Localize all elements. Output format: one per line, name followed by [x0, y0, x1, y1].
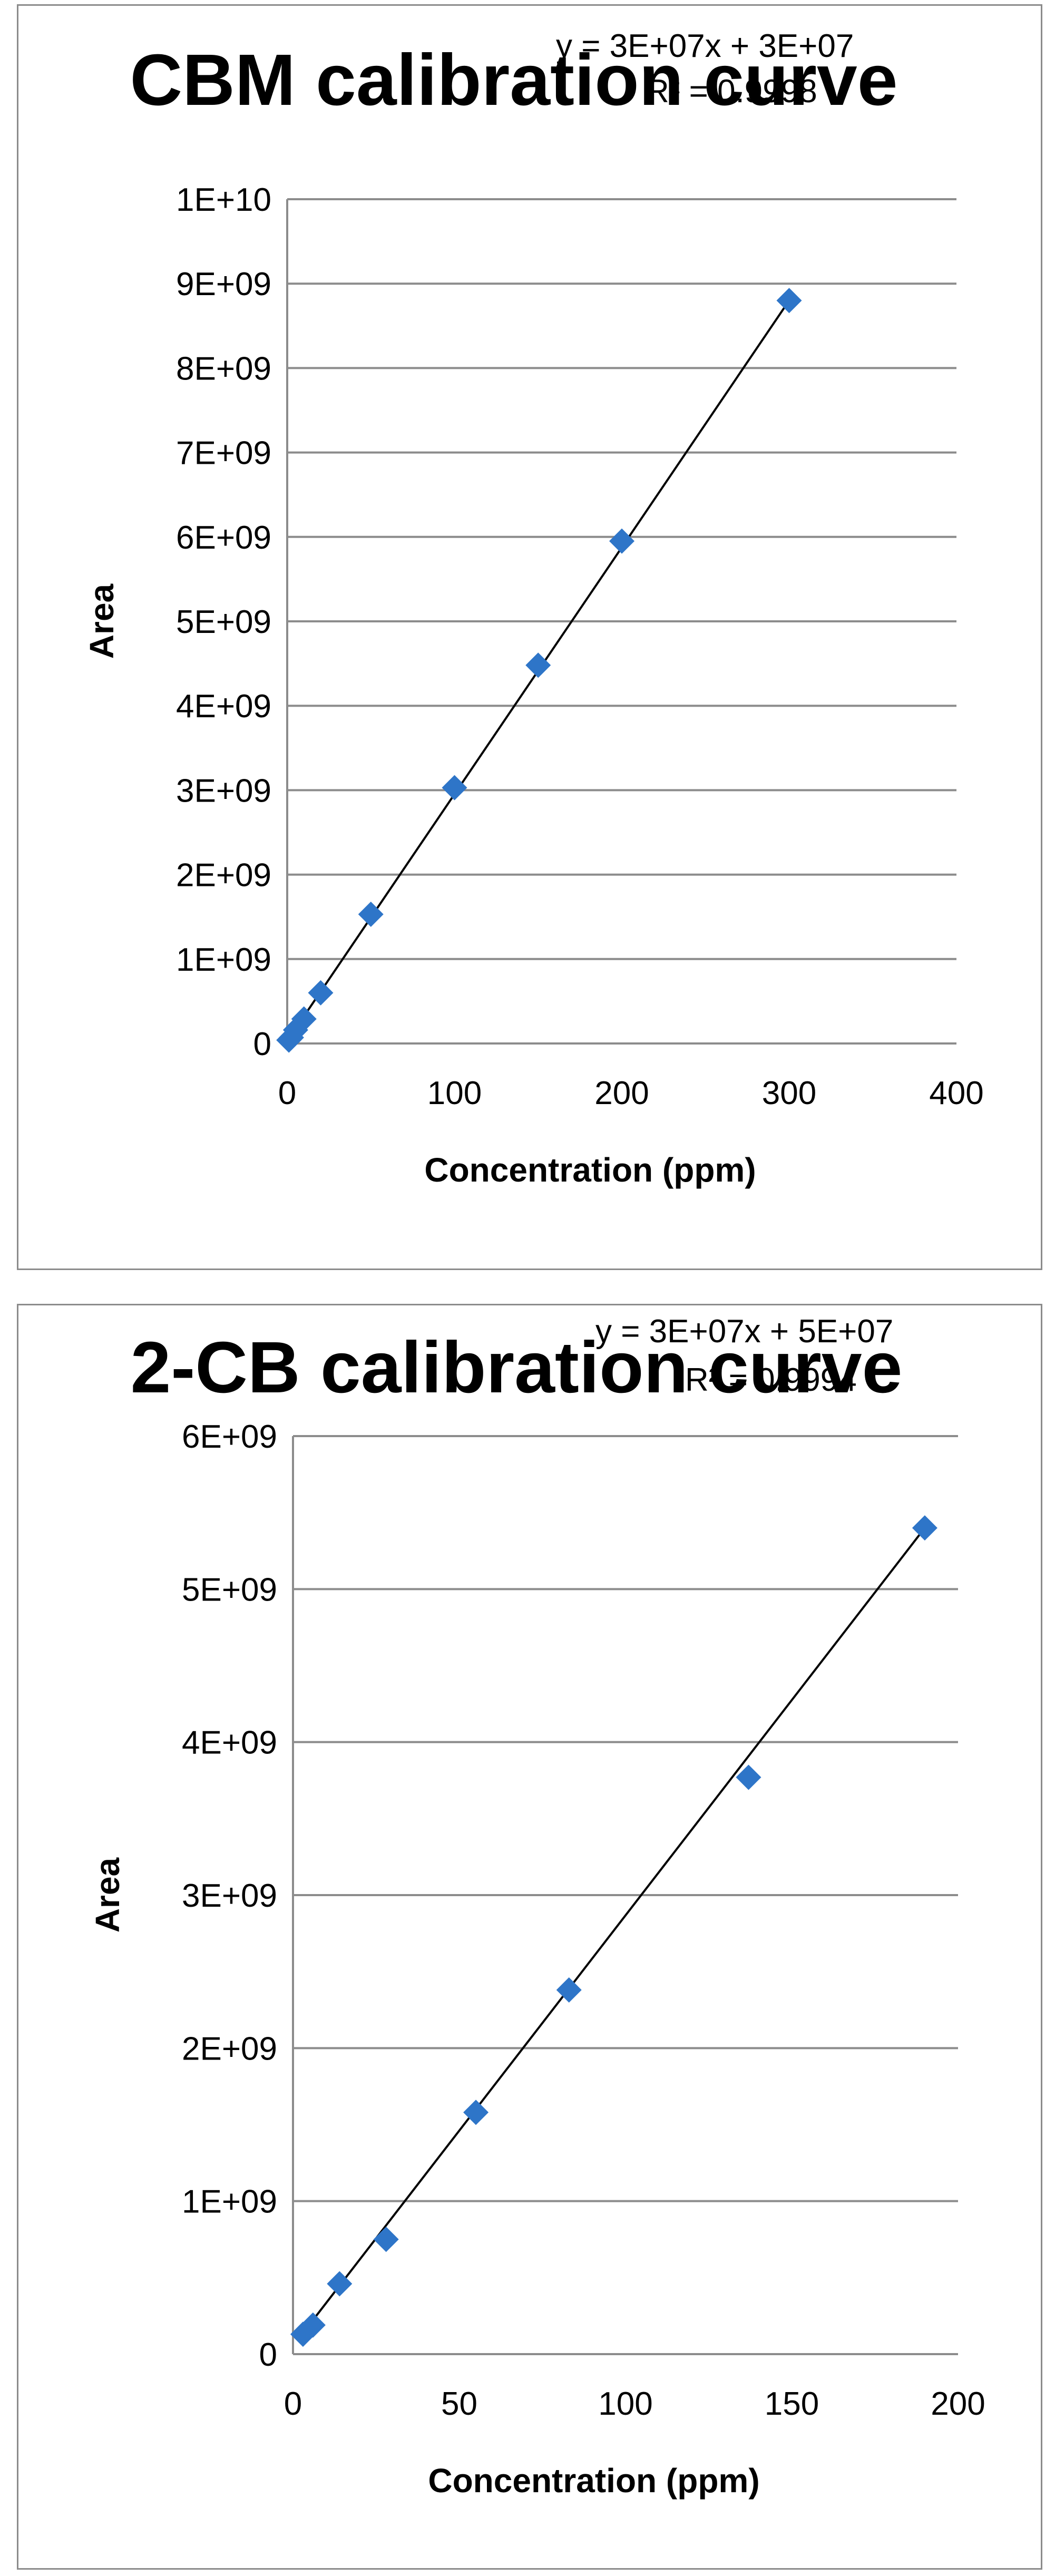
cbm-chart-title: CBM calibration curve — [130, 40, 897, 121]
cb2-y-tick-label: 3E+09 — [182, 1878, 277, 1914]
cb2-chart-title: 2-CB calibration curve — [131, 1327, 903, 1408]
2cb-chart-frame: 0 1E+09 2E+09 3E+09 4E+09 5E+09 6E+09 0 50 100 150… — [17, 1304, 1042, 2570]
cbm-y-tick-label: 2E+09 — [176, 857, 271, 894]
cbm-data-point — [609, 528, 634, 554]
cbm-chart-svg: 0 1E+09 2E+09 3E+09 4E+09 5E+09 6E+09 7E+09 8E+0… — [83, 28, 984, 1189]
cb2-y-tick-label: 4E+09 — [182, 1725, 277, 1761]
cbm-data-point — [776, 288, 802, 314]
cb2-data-point — [327, 2271, 353, 2297]
cb2-data-point — [912, 1515, 937, 1541]
cbm-trendline-equation: y = 3E+07x + 3E+07 — [556, 28, 854, 64]
cb2-x-axis-title: Concentration (ppm) — [428, 2462, 759, 2500]
cb2-x-tick-label: 150 — [765, 2386, 819, 2422]
cbm-data-point — [358, 901, 384, 927]
cbm-y-tick-label: 1E+10 — [176, 182, 271, 218]
cb2-y-tick-label: 0 — [259, 2337, 277, 2373]
cb2-y-axis-title: Area — [89, 1857, 126, 1933]
cbm-y-tick-label: 7E+09 — [176, 435, 271, 472]
cbm-x-tick-label: 300 — [762, 1075, 816, 1111]
cb2-y-tick-label: 1E+09 — [182, 2184, 277, 2220]
cb2-r-squared: R² = 0.9994 — [685, 1362, 857, 1398]
cbm-data-point — [291, 1006, 317, 1032]
cbm-y-tick-label: 1E+09 — [176, 942, 271, 978]
cbm-x-tick-label: 0 — [278, 1075, 296, 1111]
2cb-chart-svg: 0 1E+09 2E+09 3E+09 4E+09 5E+09 6E+09 0 50 100 150… — [89, 1313, 985, 2500]
cbm-data-point — [442, 775, 467, 801]
cb2-data-point — [736, 1764, 761, 1790]
cb2-y-tick-label: 5E+09 — [182, 1572, 277, 1608]
cbm-y-tick-label: 0 — [253, 1026, 271, 1062]
cb2-data-point — [373, 2227, 399, 2252]
cbm-y-tick-label: 5E+09 — [176, 604, 271, 640]
cb2-y-tick-label: 6E+09 — [182, 1419, 277, 1455]
cb2-data-point — [300, 2312, 326, 2338]
cb2-data-point — [463, 2100, 489, 2125]
cb2-trendline-equation: y = 3E+07x + 5E+07 — [595, 1313, 893, 1350]
cbm-x-tick-label: 400 — [929, 1075, 983, 1111]
cb2-trendline — [299, 1527, 926, 2338]
cbm-data-point — [308, 980, 334, 1006]
cbm-y-tick-label: 8E+09 — [176, 350, 271, 387]
cb2-y-tick-label: 2E+09 — [182, 2031, 277, 2067]
cbm-y-tick-label: 6E+09 — [176, 520, 271, 556]
cbm-y-tick-label: 3E+09 — [176, 773, 271, 809]
cb2-x-tick-label: 100 — [598, 2386, 652, 2422]
cbm-r-squared: R² = 0.9998 — [646, 73, 817, 110]
cbm-x-tick-label: 200 — [594, 1075, 649, 1111]
cb2-x-tick-label: 200 — [931, 2386, 985, 2422]
cb2-x-tick-label: 0 — [284, 2386, 302, 2422]
cbm-y-axis-title: Area — [83, 583, 121, 659]
cbm-x-tick-label: 100 — [427, 1075, 482, 1111]
cbm-x-axis-title: Concentration (ppm) — [424, 1151, 756, 1189]
cbm-chart-frame: 0 1E+09 2E+09 3E+09 4E+09 5E+09 6E+09 7E+09 8E+0… — [17, 4, 1042, 1270]
cbm-y-tick-label: 9E+09 — [176, 266, 271, 303]
cbm-y-tick-label: 4E+09 — [176, 688, 271, 725]
cb2-x-tick-label: 50 — [441, 2386, 477, 2422]
cb2-data-point — [556, 1977, 582, 2003]
cbm-data-point — [525, 652, 551, 678]
